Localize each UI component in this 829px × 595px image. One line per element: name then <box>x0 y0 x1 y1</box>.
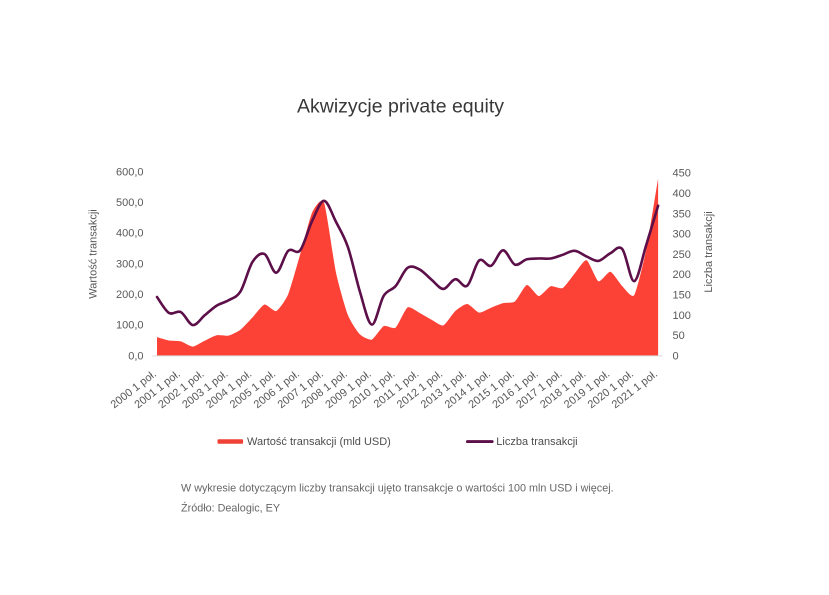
svg-text:Liczba transakcji: Liczba transakcji <box>703 211 715 292</box>
svg-text:0: 0 <box>673 350 679 362</box>
svg-text:400,0: 400,0 <box>116 228 144 240</box>
svg-text:Liczba transakcji: Liczba transakcji <box>496 436 577 448</box>
svg-text:Źródło: Dealogic, EY: Źródło: Dealogic, EY <box>181 501 280 514</box>
svg-text:300: 300 <box>673 229 691 241</box>
svg-text:300,0: 300,0 <box>116 258 144 270</box>
svg-text:250: 250 <box>673 249 691 261</box>
svg-text:Akwizycje private equity: Akwizycje private equity <box>297 95 504 117</box>
svg-text:600,0: 600,0 <box>116 166 144 178</box>
svg-text:0,0: 0,0 <box>128 350 143 362</box>
svg-text:50: 50 <box>673 330 685 342</box>
svg-text:W wykresie dotyczącym liczby t: W wykresie dotyczącym liczby transakcji … <box>181 483 614 495</box>
svg-text:100,0: 100,0 <box>116 320 144 332</box>
svg-text:350: 350 <box>673 208 691 220</box>
svg-text:Wartość transakcji (mld USD): Wartość transakcji (mld USD) <box>247 436 391 448</box>
svg-text:500,0: 500,0 <box>116 197 144 209</box>
svg-text:Wartość transakcji: Wartość transakcji <box>88 209 100 298</box>
svg-text:200: 200 <box>673 269 691 281</box>
svg-text:200,0: 200,0 <box>116 289 144 301</box>
svg-text:150: 150 <box>673 290 691 302</box>
svg-text:400: 400 <box>673 188 691 200</box>
svg-text:100: 100 <box>673 310 691 322</box>
svg-text:450: 450 <box>673 168 691 180</box>
